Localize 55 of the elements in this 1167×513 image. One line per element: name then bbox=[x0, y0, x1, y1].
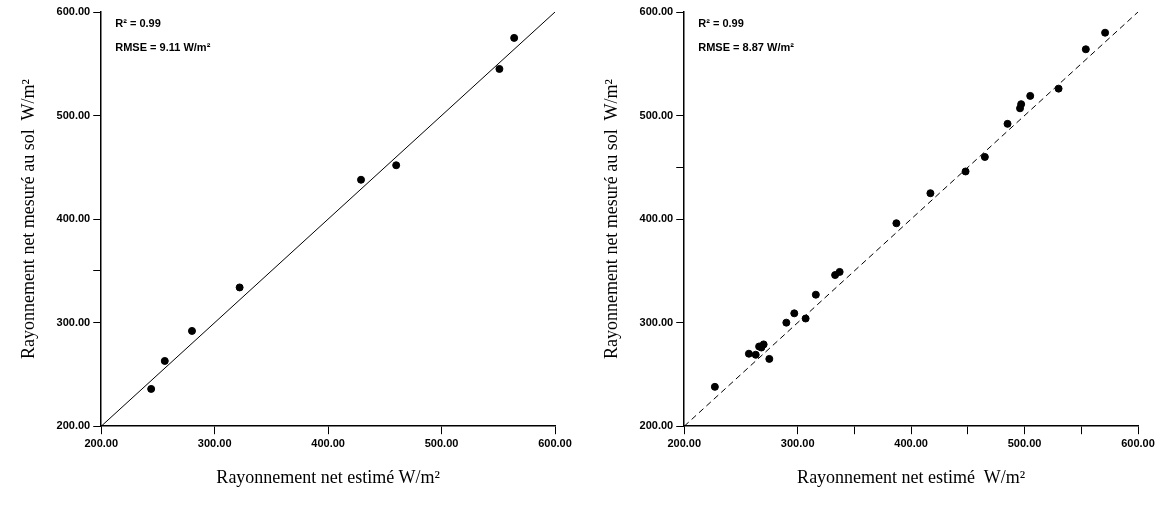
y-tick-label: 600.00 bbox=[639, 5, 674, 18]
y-tick-label: 500.00 bbox=[639, 108, 674, 121]
y-tick-label: 200.00 bbox=[639, 419, 674, 432]
point bbox=[235, 283, 244, 292]
annotation: R² = 0.99 bbox=[698, 16, 744, 29]
point bbox=[744, 349, 753, 358]
x-tick-label: 400.00 bbox=[894, 436, 928, 449]
point bbox=[811, 290, 820, 299]
point bbox=[926, 189, 935, 198]
point bbox=[510, 33, 519, 42]
point bbox=[392, 161, 401, 170]
y-tick-label: 400.00 bbox=[639, 212, 674, 225]
point bbox=[160, 356, 169, 365]
point bbox=[147, 384, 156, 393]
point bbox=[1017, 100, 1026, 109]
point bbox=[790, 309, 799, 318]
point bbox=[357, 175, 366, 184]
x-tick-label: 600.00 bbox=[1121, 436, 1155, 449]
point bbox=[751, 350, 760, 359]
point bbox=[1101, 28, 1110, 37]
point bbox=[980, 152, 989, 161]
point bbox=[801, 314, 810, 323]
annotation: RMSE = 8.87 W/m² bbox=[698, 40, 795, 53]
x-tick-label: 200.00 bbox=[667, 436, 702, 449]
point bbox=[782, 318, 791, 327]
point bbox=[1026, 91, 1035, 100]
annotation: RMSE = 9.11 W/m² bbox=[115, 40, 211, 53]
x-tick-label: 400.00 bbox=[311, 436, 345, 449]
point bbox=[188, 326, 196, 335]
point bbox=[1081, 45, 1090, 54]
y-axis-title: Rayonnement net mesuré au sol W/m² bbox=[17, 79, 38, 360]
point bbox=[892, 219, 901, 228]
x-tick-label: 200.00 bbox=[84, 436, 119, 449]
y-axis-title: Rayonnement net mesuré au sol W/m² bbox=[600, 79, 621, 360]
x-axis-title: Rayonnement net estimé W/m² bbox=[216, 466, 440, 487]
point bbox=[1003, 119, 1012, 128]
y-tick-label: 300.00 bbox=[56, 315, 91, 328]
x-axis-title: Rayonnement net estimé W/m² bbox=[797, 466, 1026, 487]
y-tick-label: 200.00 bbox=[56, 419, 91, 432]
point bbox=[1054, 84, 1063, 93]
y-tick-label: 600.00 bbox=[56, 5, 91, 18]
point bbox=[961, 167, 970, 176]
point bbox=[835, 267, 844, 276]
point bbox=[710, 382, 719, 391]
y-tick-label: 300.00 bbox=[639, 315, 674, 328]
y-tick-label: 500.00 bbox=[56, 108, 91, 121]
annotation: R² = 0.99 bbox=[115, 16, 161, 29]
x-tick-label: 500.00 bbox=[424, 436, 459, 449]
point bbox=[495, 64, 504, 73]
x-tick-label: 500.00 bbox=[1007, 436, 1042, 449]
x-tick-label: 600.00 bbox=[538, 436, 572, 449]
x-tick-label: 300.00 bbox=[197, 436, 232, 449]
y-tick-label: 400.00 bbox=[56, 212, 91, 225]
point bbox=[765, 354, 774, 363]
x-tick-label: 300.00 bbox=[780, 436, 815, 449]
